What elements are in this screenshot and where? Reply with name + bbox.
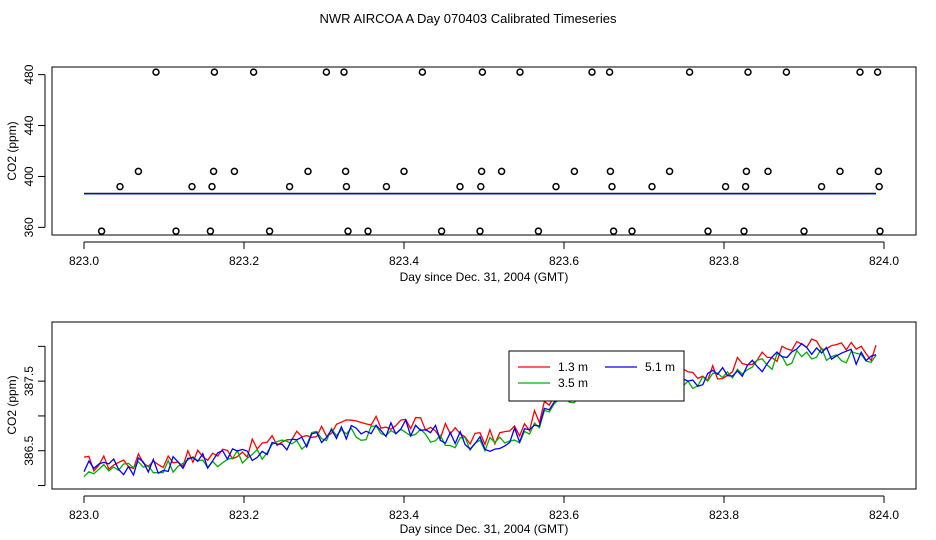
- data-point: [628, 227, 636, 235]
- legend-label-3: 5.1 m: [645, 360, 675, 374]
- series-line-3: [83, 342, 877, 477]
- data-point: [609, 227, 618, 235]
- legend-box: [508, 350, 685, 402]
- bottom-y-axis-label: CO2 (ppm): [5, 375, 19, 434]
- top-y-tick-label: 360: [22, 217, 36, 237]
- data-point: [208, 182, 216, 191]
- bottom-x-tick-label: 823.6: [549, 508, 579, 522]
- bottom-x-tick-label: 823.4: [389, 508, 419, 522]
- data-point: [836, 167, 844, 176]
- top-x-tick-label: 823.0: [69, 254, 99, 268]
- data-point: [304, 167, 312, 176]
- data-point: [340, 68, 348, 76]
- top-x-tick-label: 823.2: [229, 254, 259, 268]
- data-point: [873, 68, 882, 76]
- legend-label-2: 3.5 m: [558, 376, 588, 390]
- data-point: [249, 68, 258, 76]
- bottom-x-tick-label: 823.2: [229, 508, 259, 522]
- top-x-tick-label: 824.0: [869, 254, 899, 268]
- data-point: [588, 68, 596, 76]
- top-y-axis-label: CO2 (ppm): [5, 121, 19, 180]
- bottom-y-tick-label: 387.5: [22, 366, 36, 396]
- data-point: [742, 167, 751, 176]
- data-point: [856, 68, 864, 76]
- bottom-plot-frame: [51, 321, 917, 490]
- bottom-panel: 823.0 823.2 823.4 823.6 823.8 824.0 386.5 387.5…: [5, 321, 917, 536]
- data-point: [534, 227, 543, 235]
- data-point: [476, 227, 484, 235]
- series-line-1: [83, 338, 877, 473]
- data-point: [570, 167, 579, 176]
- data-point: [209, 167, 218, 176]
- top-x-tick-label: 823.4: [389, 254, 419, 268]
- data-point: [418, 68, 427, 76]
- data-point: [152, 68, 160, 76]
- data-point: [437, 227, 446, 235]
- data-point: [172, 227, 180, 235]
- bottom-y-tick-label: 386.5: [22, 435, 36, 465]
- bottom-x-tick-label: 823.0: [69, 508, 99, 522]
- data-point: [608, 182, 616, 191]
- top-axes: 823.0 823.2 823.4 823.6 823.8 824.0 360 400 440 4…: [22, 64, 899, 268]
- top-x-tick-label: 823.6: [549, 254, 579, 268]
- data-point: [876, 227, 884, 235]
- data-point: [497, 167, 506, 176]
- data-point: [704, 227, 712, 235]
- data-point: [134, 167, 143, 176]
- bottom-x-tick-label: 823.8: [709, 508, 739, 522]
- data-point: [322, 68, 331, 76]
- top-y-tick-label: 480: [22, 64, 36, 84]
- bottom-x-tick-label: 824.0: [869, 508, 899, 522]
- data-point: [782, 68, 791, 76]
- data-point: [477, 182, 485, 191]
- legend-label-1: 1.3 m: [558, 360, 588, 374]
- data-point: [685, 68, 694, 76]
- data-point: [382, 182, 391, 191]
- top-scatter-points: [97, 68, 884, 235]
- top-plot-frame: [51, 66, 917, 236]
- data-point: [764, 167, 772, 176]
- data-point: [265, 227, 274, 235]
- data-point: [648, 182, 656, 191]
- bottom-axes: 823.0 823.2 823.4 823.6 823.8 824.0 386.5 387.5: [22, 345, 899, 522]
- data-point: [606, 167, 615, 176]
- data-point: [741, 182, 750, 191]
- bottom-x-axis-label: Day since Dec. 31, 2004 (GMT): [400, 522, 569, 536]
- data-point: [744, 68, 752, 76]
- data-point: [721, 182, 730, 191]
- data-point: [605, 68, 614, 76]
- data-point: [874, 167, 883, 176]
- data-point: [210, 68, 219, 76]
- data-point: [740, 227, 748, 235]
- top-x-axis-label: Day since Dec. 31, 2004 (GMT): [400, 270, 569, 284]
- data-point: [665, 167, 674, 176]
- data-point: [364, 227, 372, 235]
- data-point: [116, 182, 124, 191]
- data-point: [97, 227, 106, 235]
- top-panel: 823.0 823.2 823.4 823.6 823.8 824.0 360 400 440 4…: [5, 64, 917, 284]
- data-point: [478, 68, 487, 76]
- data-point: [516, 68, 524, 76]
- data-point: [188, 182, 196, 191]
- top-x-tick-label: 823.8: [709, 254, 739, 268]
- data-point: [206, 227, 215, 235]
- data-point: [456, 182, 464, 191]
- data-point: [341, 167, 350, 176]
- data-point: [285, 182, 294, 191]
- data-point: [342, 182, 351, 191]
- figure-title: NWR AIRCOA A Day 070403 Calibrated Times…: [320, 11, 617, 26]
- data-point: [552, 182, 560, 191]
- data-point: [477, 167, 486, 176]
- top-y-tick-label: 440: [22, 115, 36, 135]
- data-point: [817, 182, 826, 191]
- data-point: [344, 227, 352, 235]
- top-y-tick-label: 400: [22, 166, 36, 186]
- data-point: [230, 167, 239, 176]
- legend: 1.3 m 3.5 m 5.1 m: [508, 350, 685, 402]
- data-point: [875, 182, 883, 191]
- data-point: [800, 227, 808, 235]
- data-point: [400, 167, 408, 176]
- bottom-series-lines: [83, 338, 877, 478]
